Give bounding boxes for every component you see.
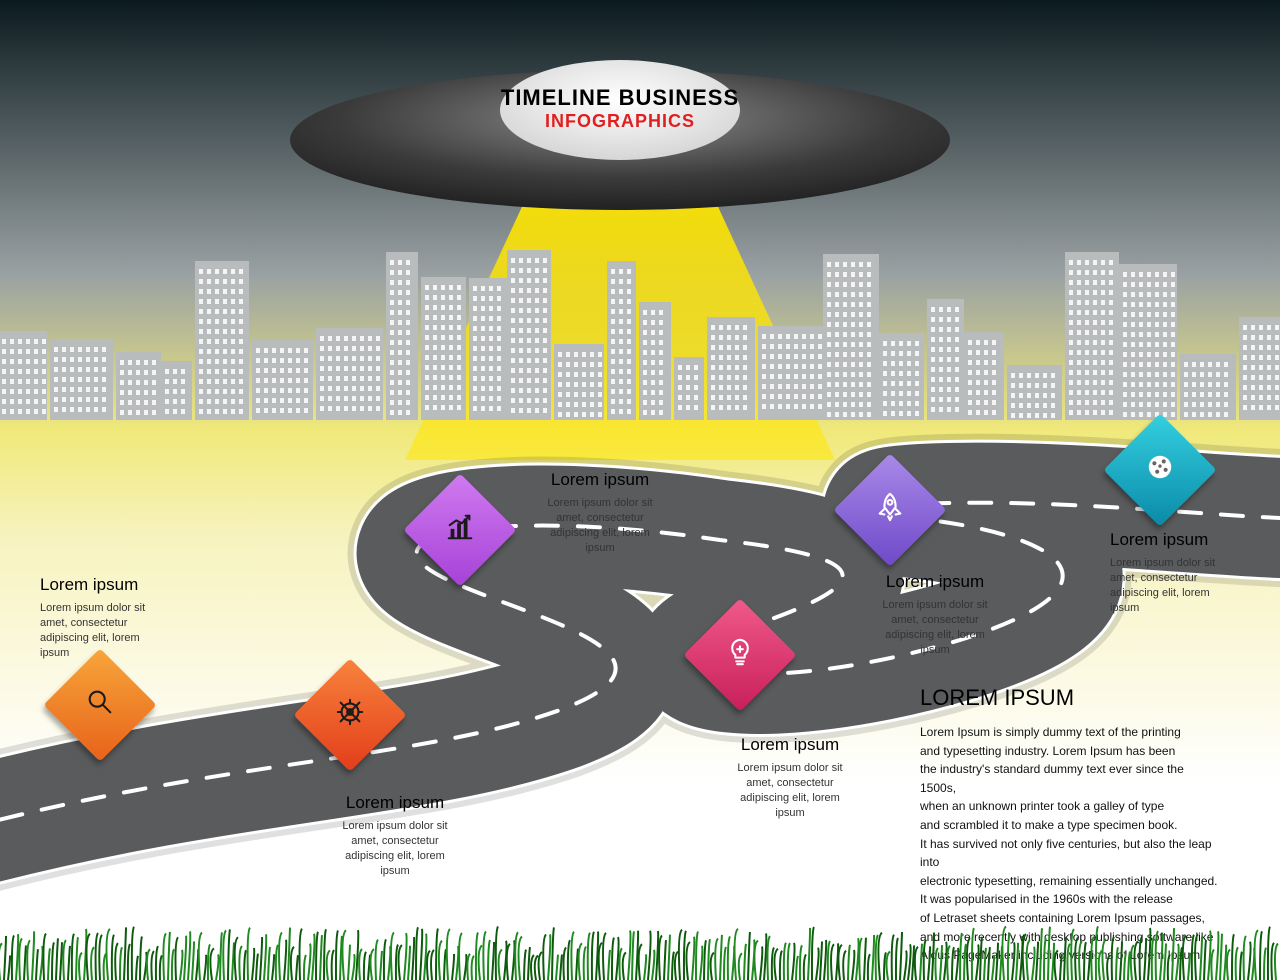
milestone-text-5: Lorem ipsum Lorem ipsum dolor sit amet, … bbox=[835, 572, 1035, 657]
bar-chart-icon bbox=[445, 512, 475, 548]
milestone-title: Lorem ipsum bbox=[40, 575, 240, 595]
milestone-marker bbox=[1103, 413, 1216, 526]
milestone-body: Lorem ipsum dolor sit amet, consectetur … bbox=[500, 496, 700, 555]
milestone-body: Lorem ipsum dolor sit amet, consectetur … bbox=[1110, 556, 1280, 615]
milestone-5 bbox=[850, 470, 930, 550]
main-heading: LOREM IPSUM bbox=[920, 685, 1220, 711]
milestone-text-2: Lorem ipsum Lorem ipsum dolor sit amet, … bbox=[295, 793, 495, 878]
gear-tools-icon bbox=[335, 697, 365, 733]
milestone-2 bbox=[310, 675, 390, 755]
milestone-title: Lorem ipsum bbox=[295, 793, 495, 813]
grass-strip bbox=[0, 920, 1280, 980]
milestone-title: Lorem ipsum bbox=[690, 735, 890, 755]
milestone-body: Lorem ipsum dolor sit amet, consectetur … bbox=[835, 598, 1035, 657]
search-icon bbox=[85, 687, 115, 723]
milestone-6 bbox=[1120, 430, 1200, 510]
milestone-marker bbox=[293, 658, 406, 771]
milestone-title: Lorem ipsum bbox=[1110, 530, 1280, 550]
globe-icon bbox=[1145, 452, 1175, 488]
milestone-3 bbox=[420, 490, 500, 570]
milestone-body: Lorem ipsum dolor sit amet, consectetur … bbox=[295, 819, 495, 878]
rocket-icon bbox=[875, 492, 905, 528]
milestone-1 bbox=[60, 665, 140, 745]
milestone-text-1: Lorem ipsum Lorem ipsum dolor sit amet, … bbox=[40, 575, 240, 660]
milestone-title: Lorem ipsum bbox=[500, 470, 700, 490]
milestone-text-6: Lorem ipsum Lorem ipsum dolor sit amet, … bbox=[1110, 530, 1280, 615]
milestone-body: Lorem ipsum dolor sit amet, consectetur … bbox=[690, 761, 890, 820]
milestone-body: Lorem ipsum dolor sit amet, consectetur … bbox=[40, 601, 240, 660]
milestone-text-3: Lorem ipsum Lorem ipsum dolor sit amet, … bbox=[500, 470, 700, 555]
milestone-4 bbox=[700, 615, 780, 695]
lightbulb-icon bbox=[725, 637, 755, 673]
milestone-marker bbox=[683, 598, 796, 711]
milestone-title: Lorem ipsum bbox=[835, 572, 1035, 592]
milestone-text-4: Lorem ipsum Lorem ipsum dolor sit amet, … bbox=[690, 735, 890, 820]
milestone-marker bbox=[43, 648, 156, 761]
milestone-marker bbox=[833, 453, 946, 566]
